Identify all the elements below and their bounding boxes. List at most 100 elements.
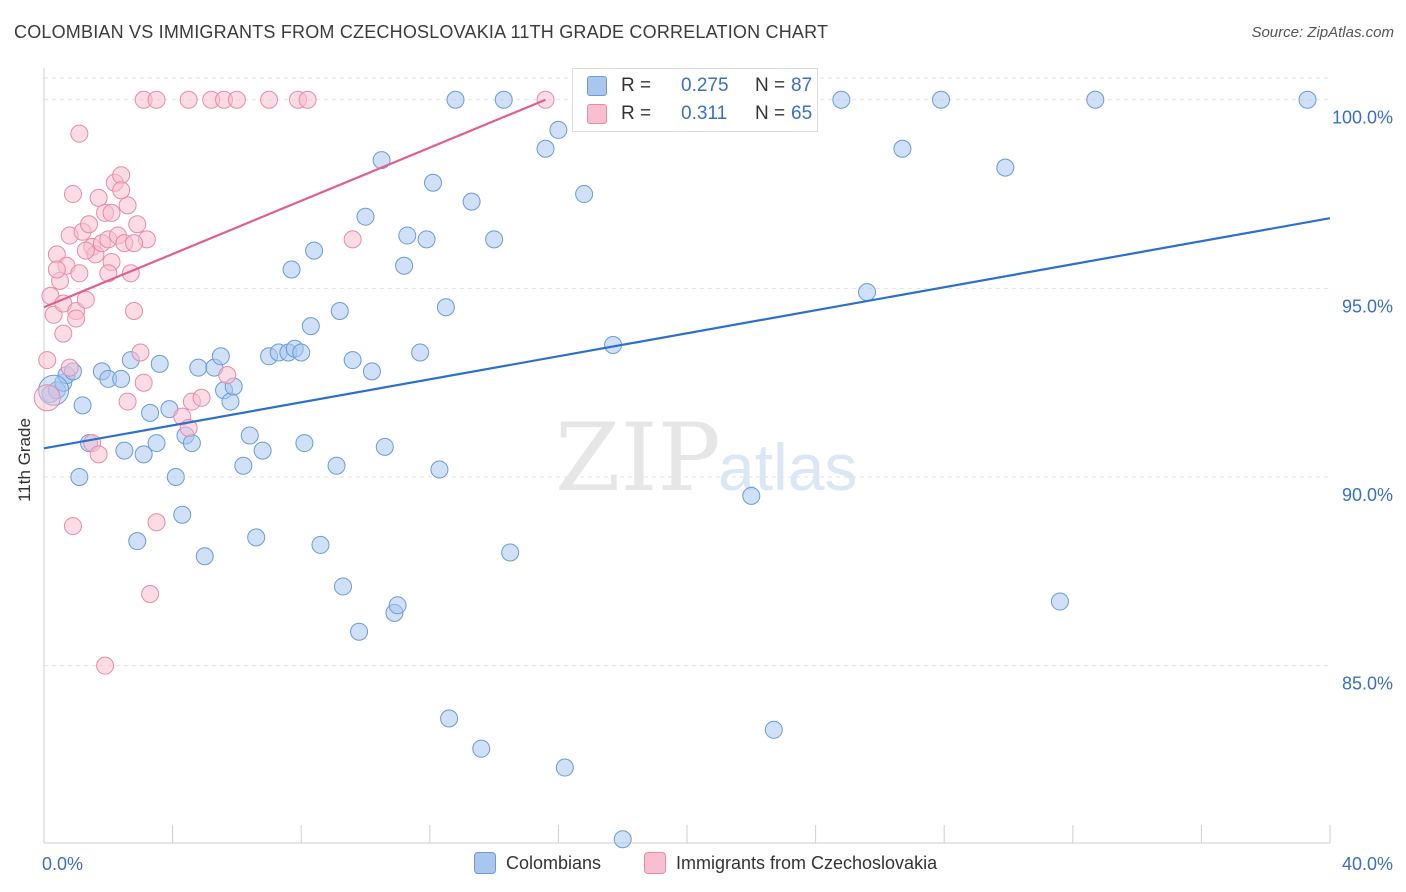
data-point bbox=[211, 347, 230, 366]
series-czechoslovakia bbox=[33, 90, 555, 675]
data-point bbox=[485, 230, 504, 249]
data-point bbox=[501, 543, 520, 562]
data-point bbox=[575, 185, 594, 204]
x-tick-label: 0.0% bbox=[42, 854, 83, 874]
data-point bbox=[742, 486, 761, 505]
data-point bbox=[424, 173, 443, 192]
data-point bbox=[327, 456, 346, 475]
data-point bbox=[764, 720, 783, 739]
watermark-zip: ZIP bbox=[555, 404, 721, 513]
data-point bbox=[295, 434, 314, 453]
legend-n-value: 87 bbox=[791, 75, 813, 96]
data-point bbox=[333, 577, 352, 596]
data-point bbox=[131, 343, 150, 362]
y-tick-label: 90.0% bbox=[1342, 485, 1393, 505]
bottom-legend-swatch-blue bbox=[474, 852, 496, 874]
data-point bbox=[63, 185, 82, 204]
legend-box: R = 0.275 N = 87 R = 0.311 N = 65 bbox=[572, 68, 818, 132]
data-point bbox=[240, 426, 259, 445]
data-point bbox=[417, 230, 436, 249]
data-point bbox=[141, 584, 160, 603]
legend-n-value: 65 bbox=[791, 103, 813, 124]
data-point bbox=[147, 90, 166, 109]
data-point bbox=[472, 739, 491, 758]
data-point bbox=[260, 90, 279, 109]
data-point bbox=[54, 324, 73, 343]
series-colombians bbox=[38, 90, 1317, 849]
data-point bbox=[166, 468, 185, 487]
data-point bbox=[76, 241, 95, 260]
legend-r-label: R = bbox=[621, 75, 652, 96]
data-point bbox=[134, 445, 153, 464]
legend-r-value: 0.311 bbox=[681, 103, 728, 124]
data-point bbox=[858, 283, 877, 302]
data-point bbox=[411, 343, 430, 362]
data-point bbox=[440, 709, 459, 728]
trend-line bbox=[43, 217, 1331, 450]
data-point bbox=[38, 351, 57, 370]
data-point bbox=[89, 445, 108, 464]
data-point bbox=[311, 535, 330, 554]
data-point bbox=[343, 230, 362, 249]
data-point bbox=[234, 456, 253, 475]
data-point bbox=[446, 90, 465, 109]
legend-swatch-blue bbox=[587, 76, 607, 96]
data-point bbox=[330, 302, 349, 321]
data-point bbox=[112, 166, 131, 185]
data-point bbox=[67, 309, 86, 328]
trend-lines bbox=[43, 98, 1331, 450]
data-point bbox=[70, 468, 89, 487]
data-point bbox=[38, 374, 70, 406]
data-point bbox=[89, 188, 108, 207]
source-label: Source: ZipAtlas.com bbox=[1251, 24, 1394, 41]
legend-row-colombians: R = 0.275 N = 87 bbox=[587, 73, 812, 99]
x-tick-label: 40.0% bbox=[1342, 854, 1393, 874]
data-point bbox=[555, 758, 574, 777]
data-point bbox=[1298, 90, 1317, 109]
data-point bbox=[398, 226, 417, 245]
data-point bbox=[134, 373, 153, 392]
legend-r-value: 0.275 bbox=[681, 75, 729, 96]
data-point bbox=[221, 392, 240, 411]
data-point bbox=[70, 124, 89, 143]
legend-n-label: N = bbox=[755, 75, 786, 96]
data-point bbox=[247, 528, 266, 547]
bottom-legend-swatch-pink bbox=[644, 852, 666, 874]
data-point bbox=[63, 517, 82, 536]
data-point bbox=[462, 192, 481, 211]
data-point bbox=[536, 139, 555, 158]
legend-swatch-pink bbox=[587, 104, 607, 124]
data-point bbox=[76, 290, 95, 309]
legend-n-label: N = bbox=[755, 103, 786, 124]
legend-row-czechoslovakia: R = 0.311 N = 65 bbox=[587, 101, 812, 127]
data-point bbox=[115, 441, 134, 460]
bottom-legend-label: Immigrants from Czechoslovakia bbox=[676, 852, 938, 873]
data-point bbox=[141, 403, 160, 422]
data-point bbox=[494, 90, 513, 109]
data-point bbox=[125, 302, 144, 321]
y-tick-label: 95.0% bbox=[1342, 296, 1393, 316]
data-point bbox=[47, 260, 66, 279]
data-point bbox=[1086, 90, 1105, 109]
data-point bbox=[195, 547, 214, 566]
data-point bbox=[253, 441, 272, 460]
y-axis-label: 11th Grade bbox=[15, 418, 34, 502]
axes bbox=[43, 68, 1331, 844]
data-point bbox=[112, 369, 131, 388]
bottom-legend-colombians: Colombians bbox=[474, 852, 601, 874]
data-point bbox=[395, 256, 414, 275]
bottom-legend-label: Colombians bbox=[506, 852, 602, 873]
data-point bbox=[227, 90, 246, 109]
chart-title: COLOMBIAN VS IMMIGRANTS FROM CZECHOSLOVA… bbox=[14, 22, 829, 42]
data-point bbox=[613, 830, 632, 849]
y-tick-label: 85.0% bbox=[1342, 674, 1393, 694]
data-point bbox=[362, 362, 381, 381]
data-point bbox=[343, 351, 362, 370]
data-point bbox=[128, 532, 147, 551]
bottom-legend-czechoslovakia: Immigrants from Czechoslovakia bbox=[644, 852, 937, 874]
trend-line bbox=[43, 98, 546, 309]
data-point bbox=[218, 366, 237, 385]
tick-labels: 85.0% 90.0% 95.0% 100.0% 0.0% 40.0% bbox=[42, 108, 1393, 874]
data-point bbox=[931, 90, 950, 109]
